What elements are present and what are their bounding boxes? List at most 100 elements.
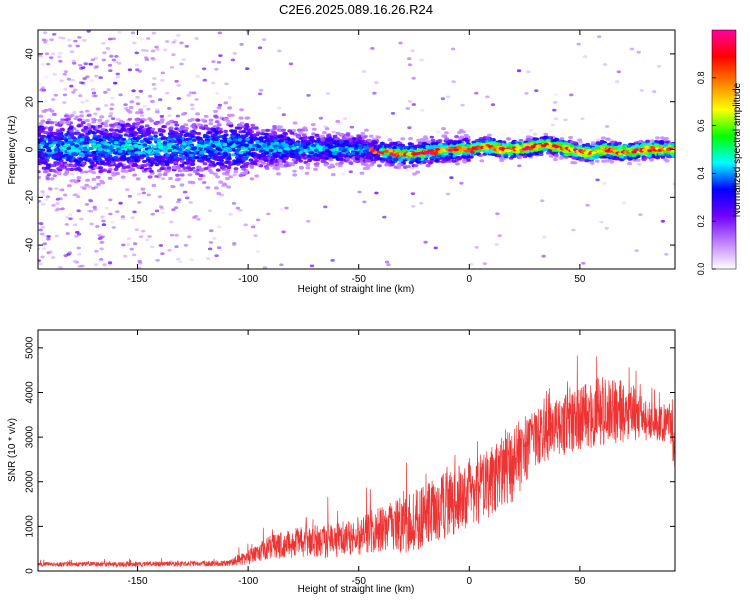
heatmap-cell — [113, 81, 118, 85]
heatmap-cell — [53, 93, 58, 97]
heatmap-cell — [154, 175, 159, 178]
heatmap-cell — [127, 110, 133, 114]
heatmap-cell — [307, 159, 312, 163]
heatmap-cell — [203, 124, 209, 128]
heatmap-cell — [538, 152, 544, 157]
heatmap-cell — [58, 146, 64, 150]
heatmap-cell — [129, 247, 134, 251]
heatmap-cell — [173, 160, 179, 164]
heatmap-cell — [45, 177, 51, 181]
heatmap-cell — [78, 94, 83, 98]
heatmap-cell — [65, 232, 70, 235]
heatmap-cell — [98, 148, 103, 152]
heatmap-cell — [169, 65, 175, 69]
heatmap-cell — [384, 163, 389, 167]
heatmap-cell — [40, 119, 46, 123]
heatmap-cell — [93, 112, 98, 116]
heatmap-cell — [117, 61, 122, 65]
heatmap-cell — [442, 145, 448, 149]
heatmap-cell — [41, 193, 46, 197]
heatmap-cell — [218, 127, 223, 131]
heatmap-cell — [38, 247, 41, 251]
heatmap-cell — [118, 93, 123, 97]
heatmap-cell — [251, 225, 256, 229]
heatmap-cell — [190, 107, 195, 111]
heatmap-cell — [176, 34, 181, 37]
heatmap-cell — [243, 127, 249, 131]
heatmap-cell — [67, 38, 72, 42]
heatmap-cell — [298, 159, 303, 163]
heatmap-cell — [80, 264, 85, 268]
heatmap-cell — [224, 82, 229, 86]
heatmap-cell — [39, 88, 44, 92]
heatmap-cell — [113, 122, 119, 126]
heatmap-cell — [198, 173, 204, 178]
heatmap-cell — [40, 255, 45, 259]
heatmap-cell — [360, 162, 366, 166]
heatmap-cell — [384, 260, 390, 264]
heatmap-cell — [59, 79, 64, 83]
heatmap-cell — [60, 207, 65, 211]
heatmap-cell — [87, 185, 93, 189]
heatmap-cell — [137, 69, 142, 73]
heatmap-cell — [79, 110, 84, 114]
heatmap-cell — [148, 94, 153, 98]
heatmap-cell — [257, 92, 263, 96]
heatmap-cell — [245, 67, 250, 70]
heatmap-cell — [272, 126, 278, 131]
heatmap-cell — [534, 89, 539, 92]
heatmap-cell — [98, 166, 104, 170]
heatmap-cell — [190, 162, 196, 166]
heatmap-cell — [215, 175, 221, 179]
heatmap-cell — [281, 230, 286, 234]
heatmap-cell — [115, 72, 121, 76]
heatmap-cell — [63, 70, 68, 73]
heatmap-cell — [205, 186, 211, 190]
heatmap-cell — [62, 101, 67, 104]
heatmap-cell — [68, 213, 73, 217]
heatmap-cell — [85, 109, 90, 113]
heatmap-cell — [158, 244, 164, 247]
heatmap-cell — [76, 195, 81, 199]
heatmap-cell — [243, 223, 248, 227]
heatmap-cell — [57, 55, 62, 59]
heatmap-cell — [314, 133, 320, 137]
heatmap-cell — [135, 177, 141, 181]
heatmap-cell — [374, 191, 379, 195]
heatmap-cell — [38, 82, 43, 86]
heatmap-cell — [167, 248, 172, 252]
heatmap-cell — [80, 161, 86, 165]
heatmap-cell — [91, 171, 97, 175]
heatmap-cell — [46, 62, 51, 66]
heatmap-cell — [55, 157, 61, 161]
heatmap-cell — [49, 56, 54, 60]
heatmap-cell — [170, 139, 176, 143]
heatmap-cell — [132, 242, 138, 246]
heatmap-cell — [440, 97, 446, 101]
heatmap-cell — [64, 216, 70, 219]
heatmap-cell — [171, 41, 176, 44]
heatmap-cell — [214, 120, 220, 124]
heatmap-cell — [193, 214, 199, 218]
heatmap-cell — [475, 152, 481, 156]
heatmap-cell — [660, 155, 666, 159]
heatmap-cell — [58, 36, 63, 39]
heatmap-cell — [40, 148, 46, 152]
heatmap-cell — [194, 155, 200, 160]
heatmap-cell — [302, 156, 308, 160]
heatmap-cell — [64, 171, 70, 175]
heatmap-cell — [215, 168, 221, 172]
heatmap-cell — [213, 114, 219, 118]
heatmap-cell — [174, 79, 179, 83]
heatmap-cell — [62, 72, 67, 76]
heatmap-cell — [45, 146, 51, 150]
heatmap-cell — [208, 118, 214, 122]
heatmap-cell — [171, 53, 176, 57]
heatmap-cell — [217, 103, 223, 107]
heatmap-cell — [162, 172, 168, 177]
heatmap-cell — [482, 152, 488, 156]
heatmap-cell — [226, 185, 232, 189]
heatmap-cell — [590, 141, 596, 145]
heatmap-cell — [103, 91, 108, 94]
heatmap-cell — [125, 122, 130, 126]
